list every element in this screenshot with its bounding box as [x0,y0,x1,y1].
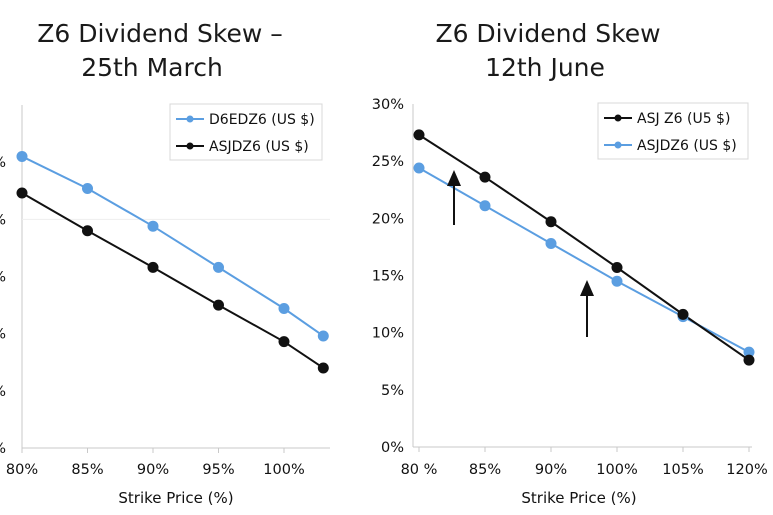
right-series-1-point [743,346,755,358]
left-series-0-point [213,261,224,273]
left-series-line-0 [21,155,324,337]
right-legend-label-asjdz6: ASJDZ6 (US $) [637,138,737,154]
left-y-tick-label: % [0,441,6,457]
left-series-0-point [278,303,290,315]
left-y-tick-label: % [0,327,6,343]
left-y-tick-label: % [0,270,6,286]
left-legend-swatch-marker [186,142,194,150]
right-series-1-point [479,200,491,212]
right-chart: Z6 Dividend Skew 12th June 0% 5% 10% 15% 20%… [372,19,768,507]
right-chart-title-line2: 12th June [485,53,605,82]
right-series-1-point [611,275,623,287]
left-chart-title-line2: 25th March [81,53,223,82]
right-series-0-point [611,261,623,273]
left-y-tick-label: % [0,384,6,400]
right-y-tick-label: 10% [372,326,404,342]
left-series-0-point [16,150,28,162]
right-legend-swatch-marker [614,114,622,122]
right-legend-label-asjz6: ASJ Z6 (U5 $) [637,111,730,127]
right-chart-title-line1: Z6 Dividend Skew [435,19,660,48]
left-y-tick-label: % [0,155,6,171]
right-series-0-point [743,354,755,366]
left-x-tick-label: 95% [202,462,234,478]
right-x-tick-label: 85% [469,462,501,478]
left-x-tick-label: 90% [137,462,169,478]
left-x-tick-label: 80% [6,462,38,478]
left-legend-label-d6edz6: D6EDZ6 (US $) [209,112,315,128]
right-x-tick-label: 120% [726,462,767,478]
right-series-line-0 [418,134,750,361]
right-y-tick-label: 5% [381,383,404,399]
left-legend-swatch-marker [186,115,194,123]
left-series-0-point [82,182,93,194]
right-series-1-point [545,237,557,249]
right-y-tick-label: 30% [372,97,404,113]
right-y-tick-label: 25% [372,154,404,170]
left-series-1-point [16,187,28,199]
right-legend: ASJ Z6 (U5 $) ASJDZ6 (US $) [597,102,749,160]
right-series-0-point [545,216,557,228]
right-x-tick-label: 90% [535,462,567,478]
left-x-tick-label: 85% [71,462,103,478]
left-series-1-point [213,299,224,311]
left-series-1-point [278,336,290,348]
right-series-0-point [413,129,425,141]
left-legend-label-asjdz6: ASJDZ6 (US $) [209,139,309,155]
up-arrow-annotation [447,170,461,225]
right-x-axis-label: Strike Price (%) [521,489,636,507]
right-x-tick-label: 105% [662,462,703,478]
right-legend-box [597,102,749,160]
right-y-tick-label: 20% [372,211,404,227]
left-series-line-1 [21,192,324,369]
right-x-tick-label: 100% [596,462,637,478]
right-legend-swatch-marker [614,141,622,149]
right-x-tick-label: 80 % [401,462,438,478]
left-legend: D6EDZ6 (US $) ASJDZ6 (US $) [169,103,323,161]
left-y-tick-label: % [0,212,6,228]
left-chart-title-line1: Z6 Dividend Skew – [37,19,283,48]
right-y-tick-label: 0% [381,440,404,456]
left-x-tick-label: 100% [263,462,304,478]
left-series-1-point [147,261,159,273]
right-series-1-point [413,162,425,174]
left-series-1-point [82,225,93,237]
left-series-0-point [317,330,329,342]
left-series-1-point [317,362,329,374]
up-arrow-annotation [580,280,594,337]
right-series-0-point [479,171,491,183]
right-y-tick-label: 15% [372,269,404,285]
right-series-0-point [677,308,689,320]
left-series-0-point [147,220,159,232]
left-x-axis-label: Strike Price (%) [118,489,233,507]
left-legend-box [169,103,323,161]
right-series-line-1 [418,167,750,353]
left-chart: Z6 Dividend Skew – 25th March %%%%%% 80%… [0,19,330,507]
